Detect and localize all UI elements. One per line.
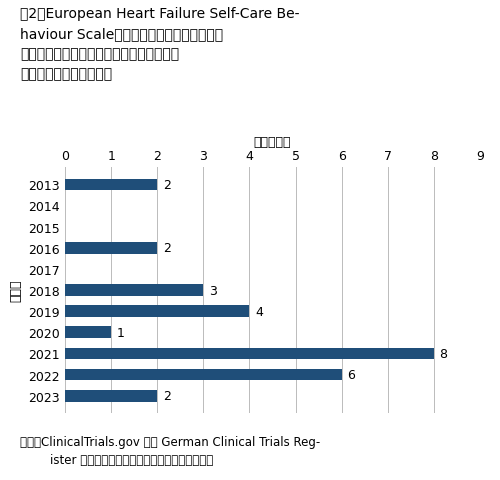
Bar (65, 390, 157, 402)
Text: 1: 1 (116, 326, 124, 339)
Bar (65, 285, 203, 296)
X-axis label: 臨床試験数: 臨床試験数 (254, 136, 291, 149)
Text: 4: 4 (255, 305, 263, 318)
Text: 2: 2 (163, 179, 170, 192)
Text: 8: 8 (440, 347, 448, 360)
Bar (65, 327, 111, 338)
Text: 6: 6 (347, 368, 355, 381)
Text: 2: 2 (163, 389, 170, 402)
Text: 図2　European Heart Failure Self-Care Be-
haviour Scale（ガイドラインや認知された
治療基準との整合に関連する: 図2 European Heart Failure Self-Care Be- … (20, 7, 299, 81)
Text: 3: 3 (209, 284, 216, 297)
Text: 出所：ClinicalTrials.gov 及び German Clinical Trials Reg-
        ister の情報をもとに医薬産業政策: 出所：ClinicalTrials.gov 及び German Clinical… (20, 435, 320, 466)
Bar (65, 348, 434, 360)
Bar (65, 306, 250, 317)
Bar (65, 369, 342, 381)
Y-axis label: 登録年: 登録年 (10, 279, 23, 301)
Bar (65, 242, 157, 254)
Bar (65, 179, 157, 191)
Text: 2: 2 (163, 242, 170, 255)
